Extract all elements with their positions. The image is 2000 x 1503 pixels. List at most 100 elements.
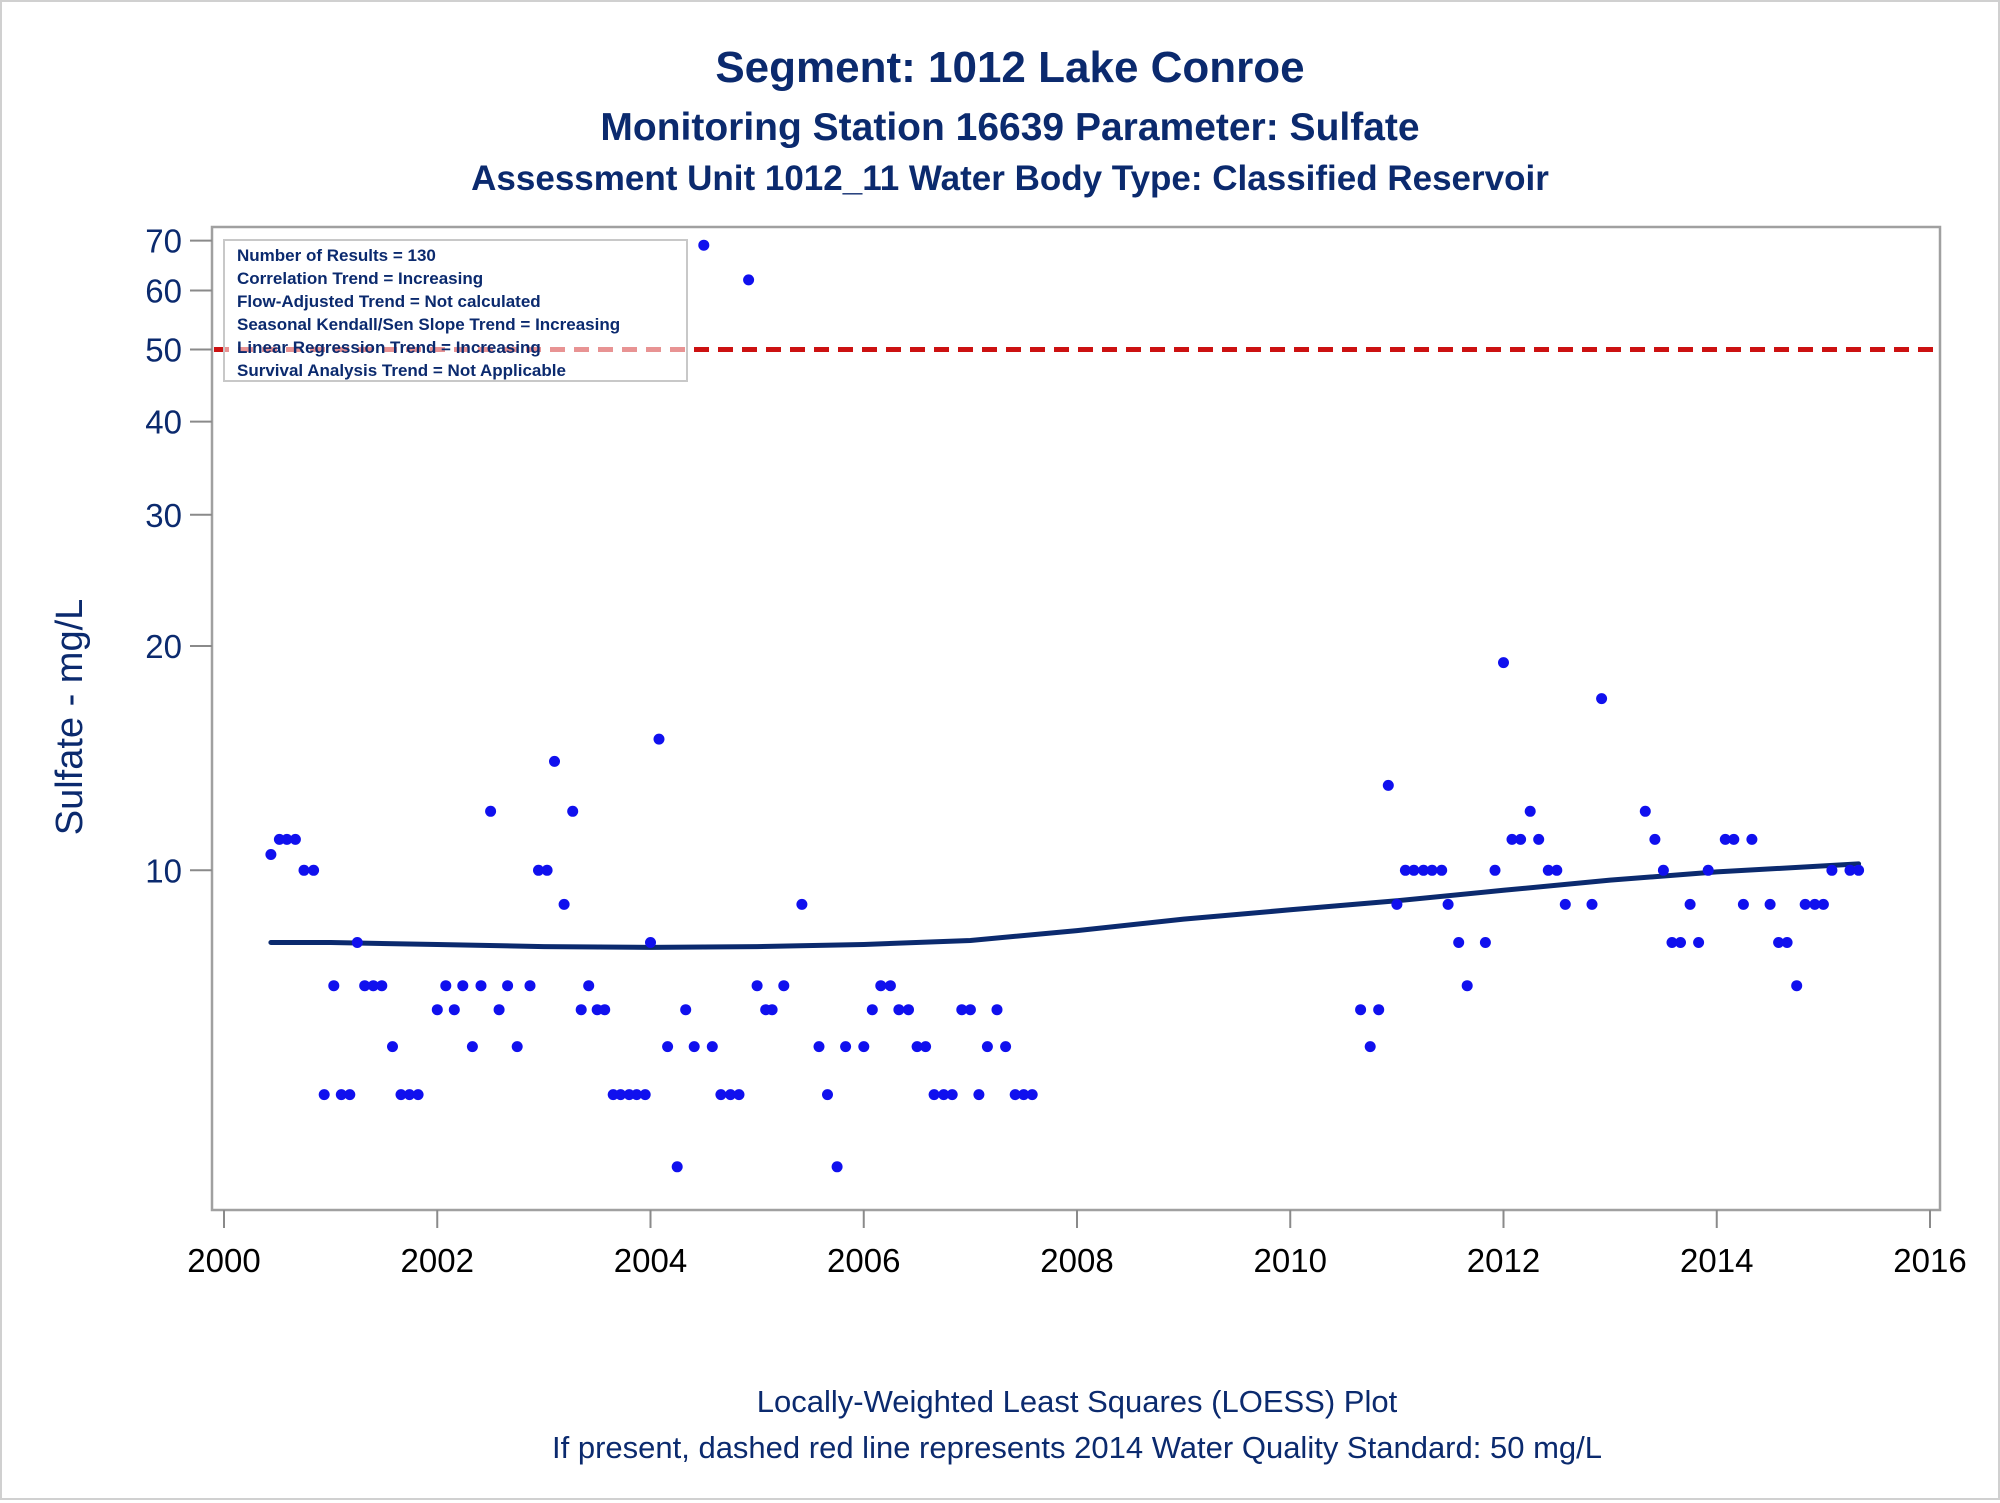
footer-line-2: If present, dashed red line represents 2… [552, 1430, 1602, 1465]
data-point [1498, 657, 1509, 669]
y-tick-label: 50 [145, 331, 182, 368]
data-point [1524, 805, 1536, 817]
x-tick-label: 2008 [1040, 1242, 1113, 1279]
data-point [533, 864, 544, 876]
loess-curve [268, 861, 1862, 950]
data-point [893, 1004, 905, 1016]
data-point [1649, 833, 1661, 845]
data-point [1764, 898, 1776, 910]
x-tick-label: 2006 [827, 1242, 900, 1279]
data-point [751, 980, 763, 992]
y-tick-label: 60 [145, 272, 182, 309]
data-points [265, 239, 1865, 1173]
data-point [457, 980, 469, 992]
data-point [1426, 864, 1438, 876]
data-point [1817, 898, 1829, 910]
data-point [1799, 898, 1811, 910]
data-point [475, 980, 487, 992]
data-point [1781, 937, 1793, 948]
data-point [1844, 864, 1856, 876]
x-tick-label: 2000 [187, 1242, 260, 1279]
data-point [328, 980, 340, 992]
data-point [875, 980, 887, 992]
data-point [567, 805, 579, 817]
data-point [549, 755, 560, 767]
data-point [1551, 864, 1563, 876]
y-tick-label: 70 [145, 223, 182, 260]
data-point [1596, 693, 1608, 705]
data-point [404, 1089, 415, 1101]
x-tick-label: 2012 [1467, 1242, 1540, 1279]
data-point [1018, 1089, 1030, 1101]
x-tick-label: 2002 [401, 1242, 474, 1279]
data-point [412, 1089, 424, 1101]
y-tick-label: 30 [145, 497, 182, 534]
data-point [1675, 937, 1686, 948]
data-point [1746, 833, 1758, 845]
y-axis: 10 20 30 40 50 60 70 [145, 223, 212, 889]
data-point [367, 980, 379, 992]
y-tick-label: 10 [145, 852, 182, 889]
data-point [351, 937, 363, 948]
data-point [1542, 864, 1554, 876]
data-point [599, 1004, 611, 1016]
data-point [631, 1089, 643, 1101]
data-point [502, 980, 514, 992]
data-point [1728, 833, 1740, 845]
data-point [1391, 898, 1403, 910]
chart-title: Segment: 1012 Lake Conroe [715, 43, 1304, 92]
data-point [1408, 864, 1420, 876]
data-point [956, 1004, 968, 1016]
data-point [387, 1041, 398, 1053]
inset-line: Linear Regression Trend = Increasing [237, 338, 541, 357]
y-tick-label: 40 [145, 404, 182, 441]
data-point [796, 898, 808, 910]
data-point [359, 980, 371, 992]
plot-area [210, 225, 1942, 1212]
inset-line: Number of Results = 130 [237, 246, 436, 265]
data-point [376, 980, 388, 992]
data-point [1684, 898, 1696, 910]
data-point [395, 1089, 407, 1101]
data-point [813, 1041, 825, 1053]
data-point [903, 1004, 914, 1016]
y-axis-label: Sulfate - mg/L [49, 599, 91, 836]
data-point [431, 1004, 443, 1016]
x-axis: 2000 2002 2004 2006 2008 2010 2012 2014 2016 [187, 1210, 1967, 1279]
data-point [575, 1004, 587, 1016]
data-point [964, 1004, 976, 1016]
data-point [725, 1089, 736, 1101]
x-tick-label: 2016 [1893, 1242, 1966, 1279]
data-point [706, 1041, 718, 1053]
data-point [344, 1089, 356, 1101]
data-point [1657, 864, 1669, 876]
data-point [1479, 937, 1491, 948]
data-point [289, 833, 301, 845]
data-point [866, 1004, 878, 1016]
data-point [680, 1004, 692, 1016]
data-point [308, 864, 320, 876]
data-point [831, 1161, 843, 1173]
data-point [671, 1161, 683, 1173]
data-point [1693, 937, 1705, 948]
x-tick-label: 2004 [614, 1242, 687, 1279]
data-point [298, 864, 310, 876]
data-point [448, 1004, 460, 1016]
data-point [558, 898, 570, 910]
data-point [688, 1041, 700, 1053]
x-tick-label: 2010 [1254, 1242, 1327, 1279]
data-point [698, 239, 710, 251]
data-point [1373, 1004, 1385, 1016]
data-point [1418, 864, 1429, 876]
data-point [440, 980, 452, 992]
data-point [265, 849, 277, 860]
y-tick-label: 20 [145, 628, 182, 665]
inset-line: Survival Analysis Trend = Not Applicable [237, 361, 566, 380]
data-point [335, 1089, 347, 1101]
data-point [318, 1089, 330, 1101]
data-point [1586, 898, 1598, 910]
data-point [884, 980, 896, 992]
data-point [973, 1089, 985, 1101]
